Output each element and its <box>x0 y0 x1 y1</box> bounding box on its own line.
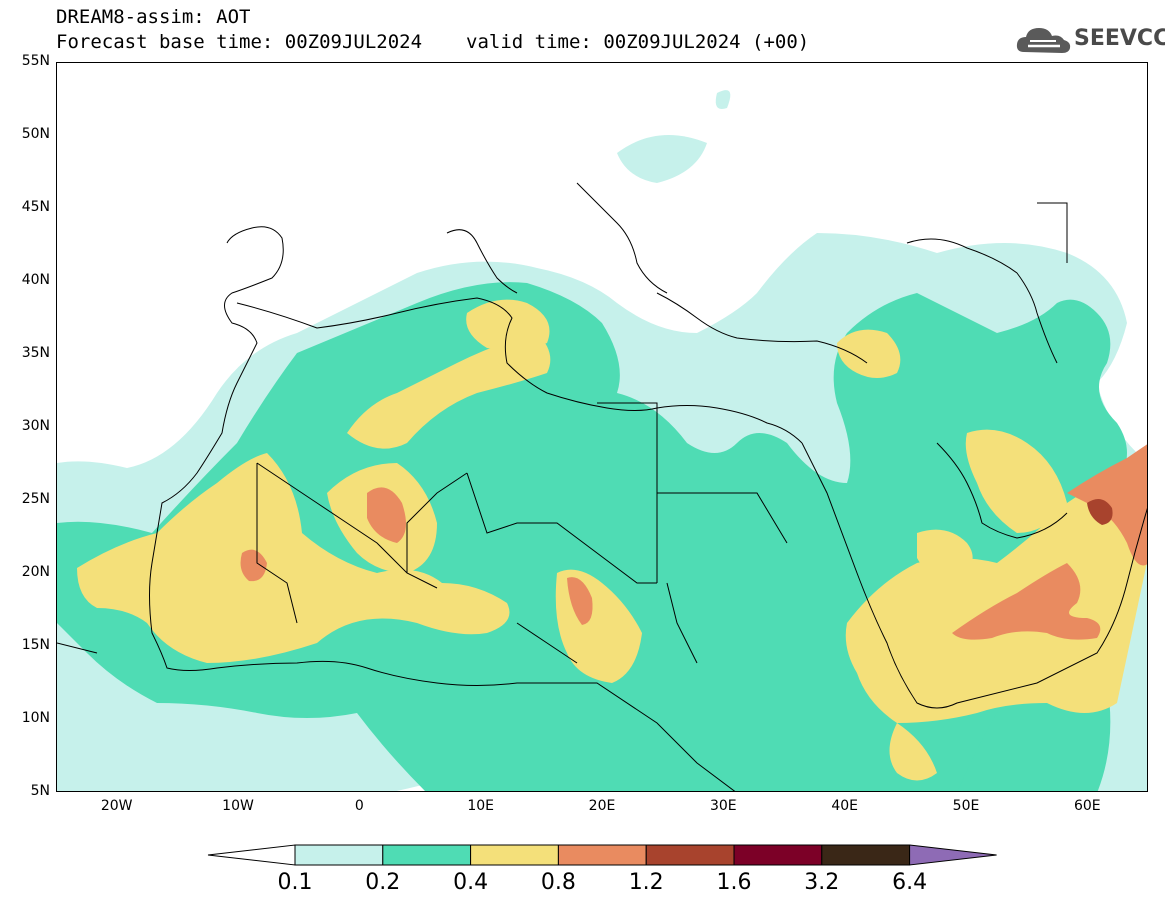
colorbar-upper-arrow <box>909 844 997 866</box>
lat-label: 5N <box>30 783 50 799</box>
lon-label: 20E <box>588 798 616 814</box>
colorbar-segment <box>294 844 384 866</box>
time-info: Forecast base time: 00Z09JUL2024 valid ti… <box>56 31 809 53</box>
cloud-icon <box>1016 28 1071 53</box>
lat-label: 45N <box>21 199 50 215</box>
lat-label: 10N <box>21 710 50 726</box>
lon-label: 30E <box>709 798 737 814</box>
colorbar-tick-label: 6.4 <box>892 870 928 895</box>
lat-label: 30N <box>21 418 50 434</box>
colorbar <box>207 844 997 866</box>
colorbar-tick-label: 0.1 <box>277 870 313 895</box>
lon-label: 20W <box>100 798 133 814</box>
colorbar-segment <box>821 844 911 866</box>
lat-label: 15N <box>21 637 50 653</box>
colorbar-segment <box>470 844 559 866</box>
logo-text: SEEVCCC <box>1074 26 1165 51</box>
colorbar-segment <box>557 844 647 866</box>
colorbar-segment <box>382 844 472 866</box>
aot-map <box>56 62 1148 792</box>
colorbar-tick-label: 3.2 <box>804 870 840 895</box>
map-title: DREAM8-assim: AOT <box>56 6 251 28</box>
lat-label: 55N <box>21 53 50 69</box>
colorbar-segment <box>733 844 823 866</box>
lat-label: 35N <box>21 345 50 361</box>
lat-label: 50N <box>21 126 50 142</box>
lon-label: 60E <box>1073 798 1101 814</box>
lat-label: 25N <box>21 491 50 507</box>
colorbar-tick-label: 0.8 <box>540 870 576 895</box>
colorbar-lower-arrow <box>207 844 296 866</box>
seevccc-logo: SEEVCCC <box>1016 24 1165 56</box>
lon-label: 40E <box>831 798 858 814</box>
lon-label: 10E <box>467 798 494 814</box>
lat-label: 20N <box>21 564 50 580</box>
colorbar-tick-label: 0.2 <box>365 870 401 895</box>
aot-field <box>57 90 1147 791</box>
lat-label: 40N <box>21 272 50 288</box>
colorbar-tick-label: 0.4 <box>453 870 489 895</box>
colorbar-segment <box>645 844 735 866</box>
lon-label: 50E <box>952 798 980 814</box>
colorbar-tick-label: 1.6 <box>716 870 752 895</box>
colorbar-tick-label: 1.2 <box>628 870 664 895</box>
valid-time: valid time: 00Z09JUL2024 (+00) <box>466 31 810 53</box>
coastlines <box>57 182 1147 791</box>
lon-label: 10W <box>222 798 254 814</box>
aot-contour-12 <box>1087 499 1113 525</box>
lon-label: 0 <box>354 798 364 814</box>
forecast-base-time: Forecast base time: 00Z09JUL2024 <box>56 31 423 53</box>
